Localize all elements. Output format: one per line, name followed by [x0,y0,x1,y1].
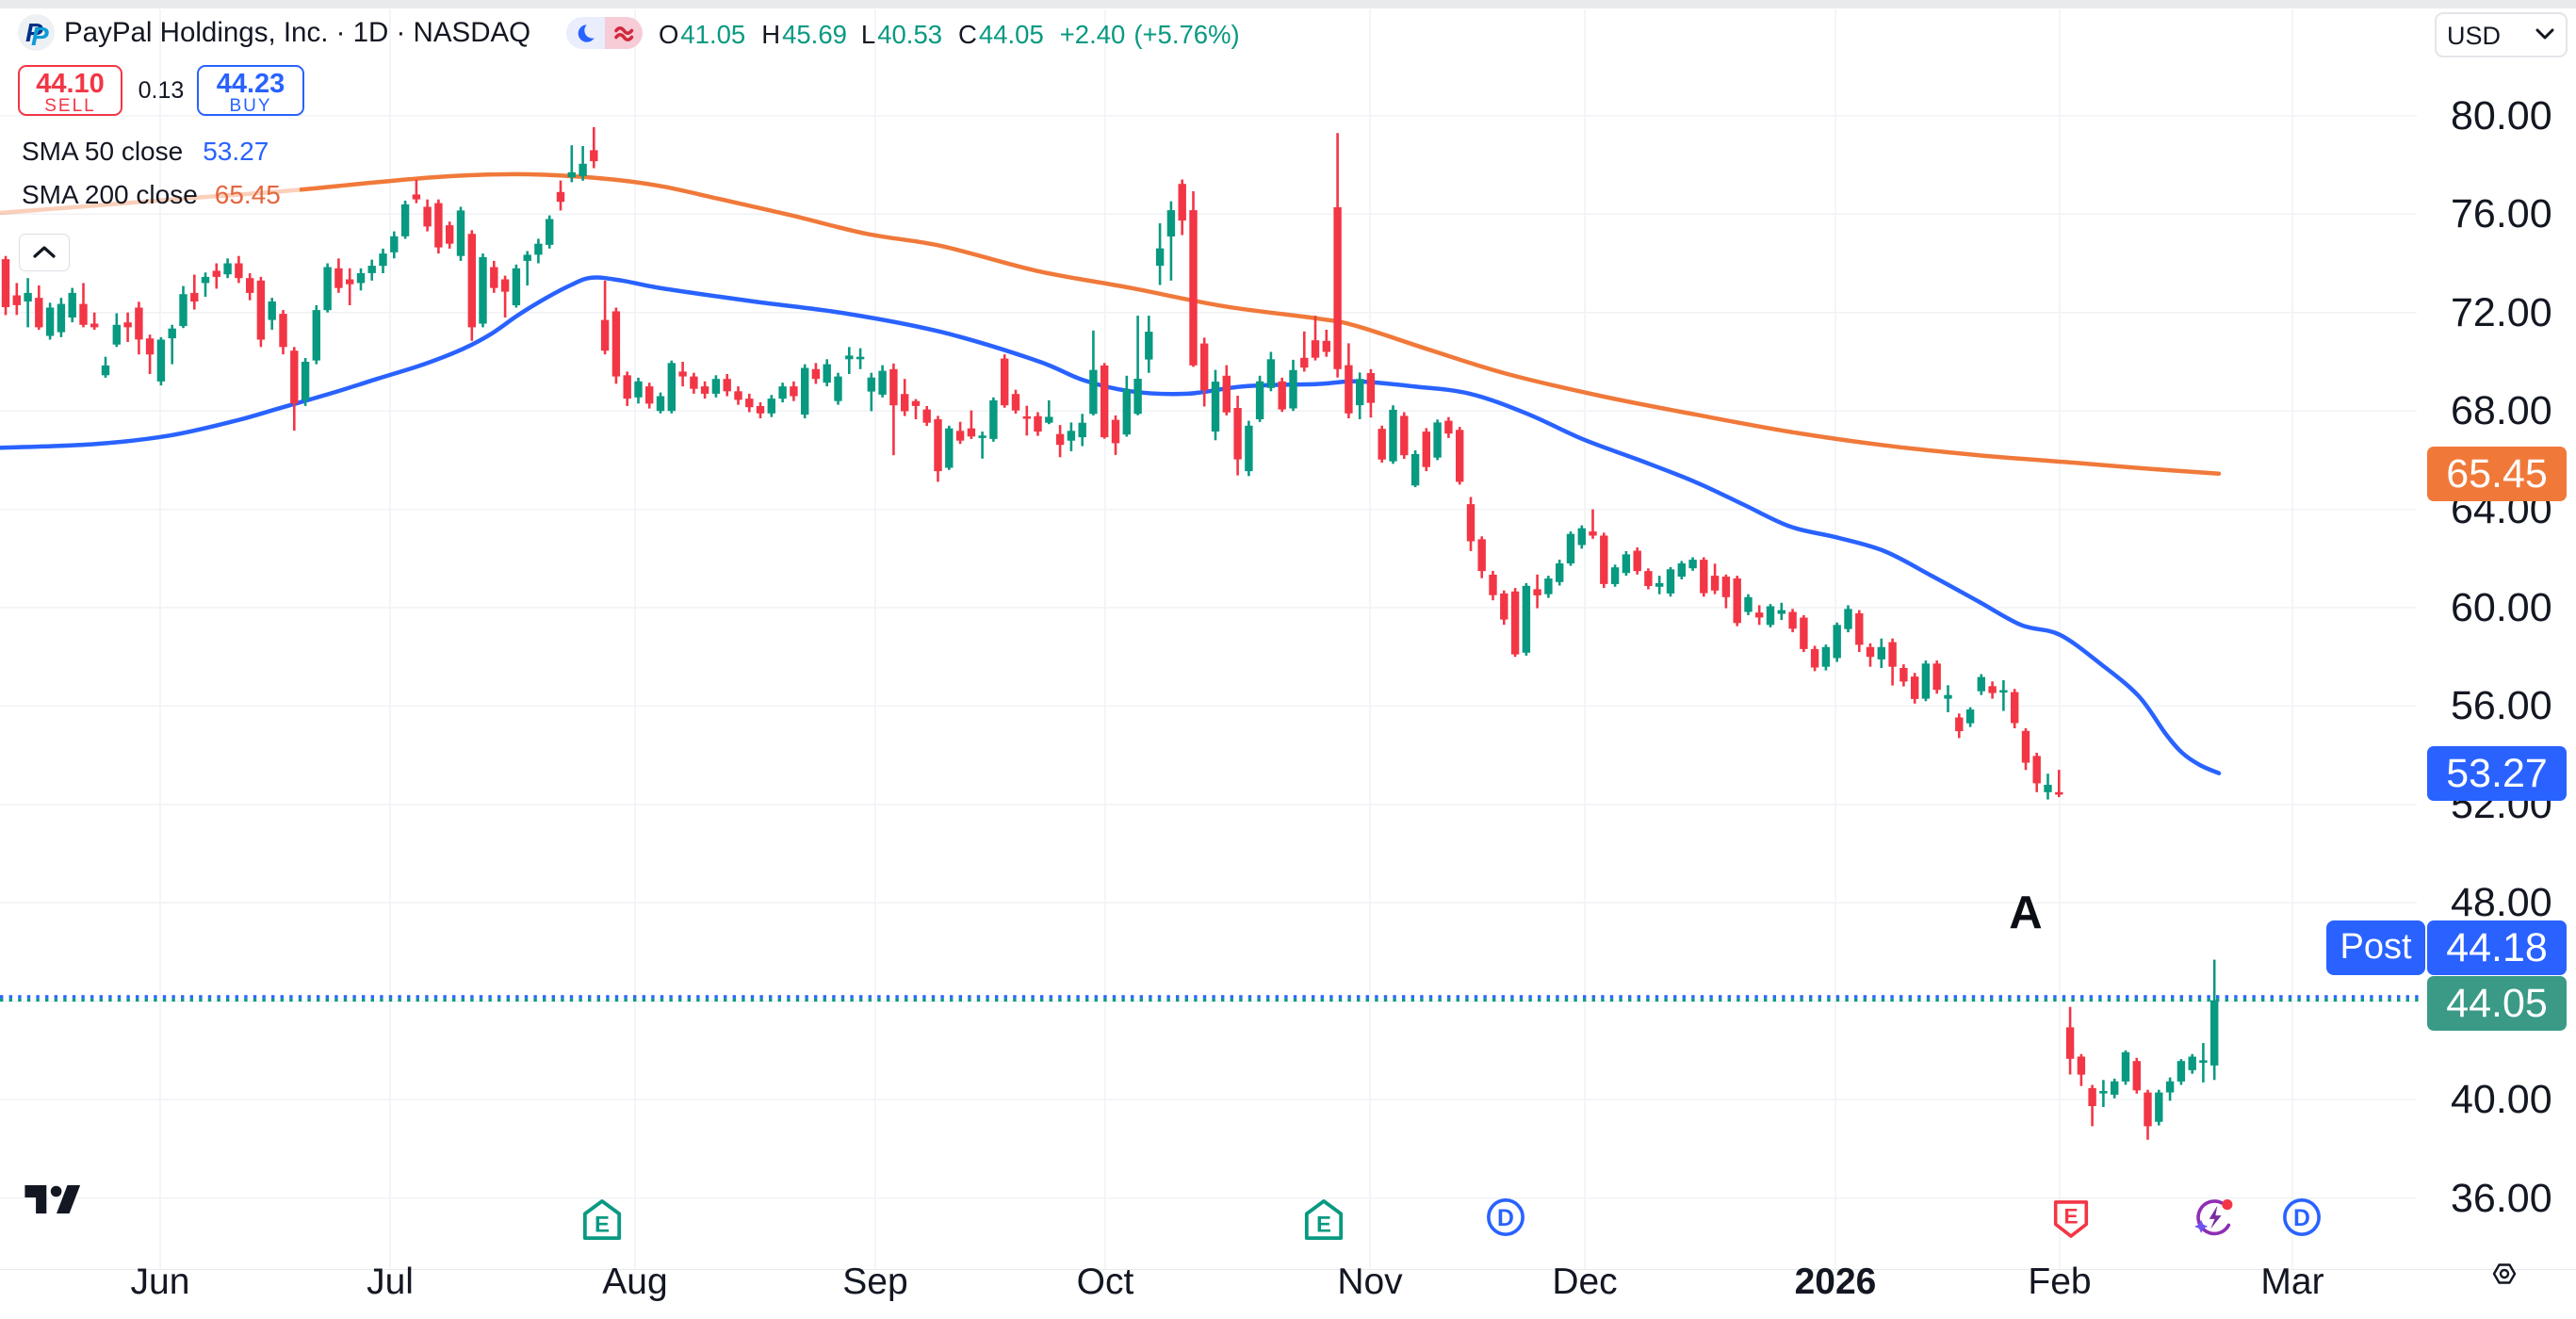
svg-text:D: D [2293,1206,2310,1231]
svg-text:E: E [1316,1212,1331,1237]
svg-text:P: P [31,22,49,49]
svg-text:E: E [595,1212,610,1237]
svg-text:E: E [2063,1205,2078,1229]
svg-text:P: P [25,18,43,47]
svg-text:D: D [1497,1206,1514,1231]
